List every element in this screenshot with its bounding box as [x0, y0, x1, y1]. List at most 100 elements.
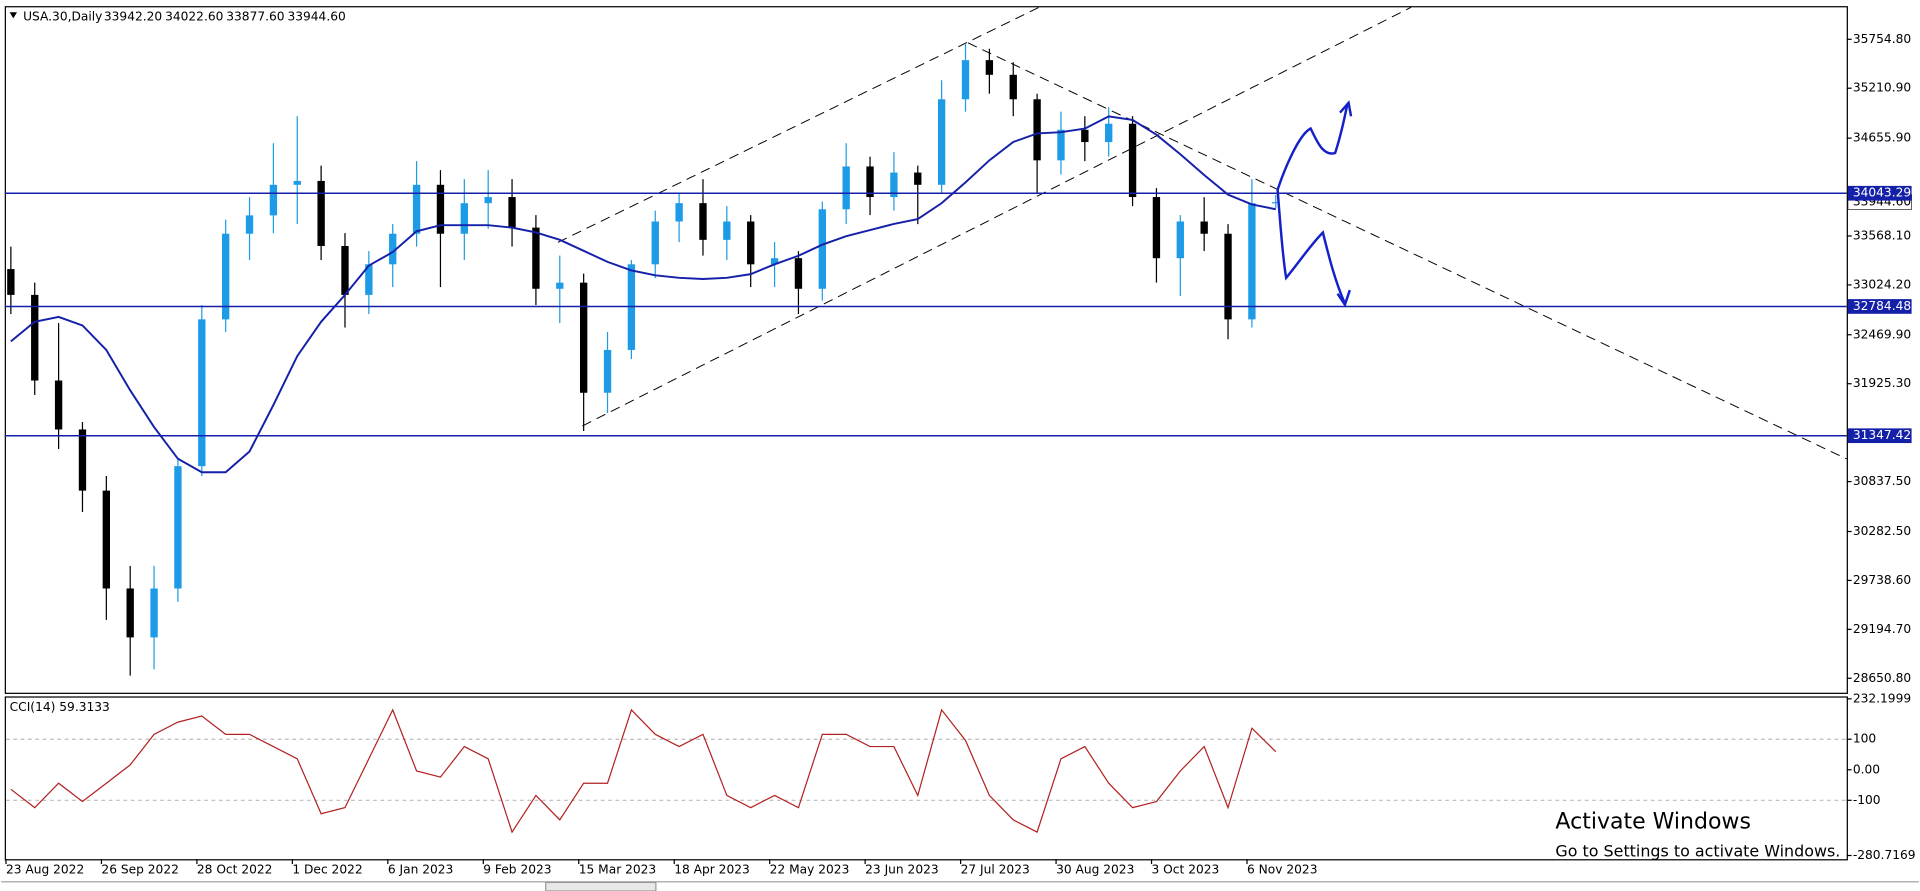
candle-body: [603, 349, 612, 393]
candle-body: [269, 184, 278, 216]
y-tick-label: 34655.90: [1853, 131, 1911, 145]
tab: [545, 881, 657, 891]
candle-body: [389, 233, 397, 265]
price-panel: [4, 6, 1848, 694]
candle-body: [985, 60, 994, 75]
y-tick-label: 0.00: [1853, 762, 1880, 776]
y-tick-label: 28650.80: [1853, 671, 1911, 685]
candle-body: [532, 227, 540, 289]
candle-body: [174, 466, 182, 589]
channel-upper: [557, 6, 1040, 243]
indicator-title: CCI(14) 59.3133: [10, 700, 110, 714]
ohlc-high: 34022.60: [165, 10, 223, 24]
candle-body: [1081, 129, 1089, 143]
down-trendline: [967, 42, 1847, 460]
candle-body: [78, 429, 87, 491]
hline-label-box: [1847, 428, 1912, 444]
x-tick-label: 27 Jul 2023: [961, 863, 1030, 877]
x-tick-label: 30 Aug 2023: [1056, 863, 1134, 877]
arrow-up: [1276, 103, 1349, 191]
x-tick-label: 15 Mar 2023: [579, 863, 656, 877]
candle-body: [1009, 74, 1017, 100]
candle-body: [579, 282, 588, 393]
candle-body: [914, 172, 922, 185]
x-tick-label: 22 May 2023: [770, 863, 850, 877]
ohlc-close: 33944.60: [287, 10, 345, 24]
candle-body: [484, 197, 492, 204]
candle-body: [1128, 123, 1137, 198]
candle-body: [937, 99, 946, 185]
x-tick-label: 1 Dec 2022: [292, 863, 362, 877]
moving-average: [10, 115, 1276, 474]
candle-body: [1152, 197, 1161, 259]
candle-body: [293, 180, 301, 185]
candle-body: [221, 233, 230, 320]
candle-body: [508, 197, 516, 228]
y-tick-label: 32469.90: [1853, 327, 1911, 341]
candle-body: [460, 203, 468, 234]
candle-body: [723, 221, 731, 240]
ohlc-low: 33877.60: [226, 10, 284, 24]
menu-arrow[interactable]: [9, 12, 17, 19]
candle-body: [890, 172, 898, 198]
y-tick-label: 35754.80: [1853, 32, 1911, 46]
candle-body: [150, 588, 158, 638]
arrow-down: [1276, 189, 1347, 305]
candle-body: [866, 166, 874, 198]
candle-body: [1200, 221, 1208, 234]
y-tick-label: -100: [1853, 793, 1881, 807]
y-tick-label: -280.7169: [1853, 848, 1916, 862]
candle-body: [1057, 129, 1065, 161]
x-tick-label: 28 Oct 2022: [197, 863, 273, 877]
arrow-up-head: [1339, 100, 1353, 117]
candle-body: [1224, 233, 1232, 320]
y-tick-label: 30282.50: [1853, 524, 1911, 538]
candle-body: [1176, 221, 1184, 259]
watermark-subtitle: Go to Settings to activate Windows.: [1555, 841, 1840, 860]
candle-body: [7, 269, 15, 295]
x-tick-label: 6 Nov 2023: [1247, 863, 1318, 877]
y-tick-label: 33568.10: [1853, 228, 1911, 242]
candle-body: [770, 258, 779, 265]
watermark-title: Activate Windows: [1555, 809, 1751, 834]
channel-lower: [582, 6, 1412, 427]
arrow-down-head: [1336, 289, 1351, 308]
candle-body: [699, 203, 707, 240]
candle-body: [818, 209, 826, 289]
ohlc-open: 33942.20: [104, 10, 162, 24]
y-tick-label: 35210.90: [1853, 81, 1911, 95]
candle-body: [747, 221, 755, 265]
candle-body: [317, 180, 325, 246]
x-tick-label: 26 Sep 2022: [101, 863, 178, 877]
candle-body: [1105, 123, 1113, 143]
cci-line: [10, 708, 1277, 834]
y-tick-label: 30837.50: [1853, 474, 1911, 488]
y-tick-label: 31925.30: [1853, 376, 1911, 390]
hline-label: 34043.29: [1853, 186, 1911, 200]
candle-body: [245, 215, 254, 234]
candle-body: [341, 245, 349, 295]
candle-body: [126, 588, 134, 638]
candle-body: [1248, 203, 1256, 320]
y-tick-label: 33024.20: [1853, 277, 1911, 291]
candle-body: [54, 380, 63, 430]
candle-body: [365, 264, 373, 295]
hline-label: 31347.42: [1853, 428, 1911, 442]
x-tick-label: 3 Oct 2023: [1152, 863, 1220, 877]
y-tick-label: 100: [1853, 732, 1876, 746]
candle-body: [961, 60, 970, 100]
candle-body: [794, 258, 803, 289]
x-tick-label: 18 Apr 2023: [674, 863, 750, 877]
hline-label-box: [1847, 185, 1912, 201]
x-tick-label: 6 Jan 2023: [388, 863, 453, 877]
x-tick-label: 23 Jun 2023: [865, 863, 939, 877]
y-tick-label: 29738.60: [1853, 573, 1911, 587]
hline-label-box: [1847, 299, 1912, 314]
candle-body: [842, 166, 850, 210]
hline-label: 32784.48: [1853, 299, 1911, 313]
candle-body: [31, 294, 39, 381]
candle-body: [651, 221, 659, 265]
candle-body: [1033, 99, 1041, 161]
candle-body: [556, 282, 564, 289]
